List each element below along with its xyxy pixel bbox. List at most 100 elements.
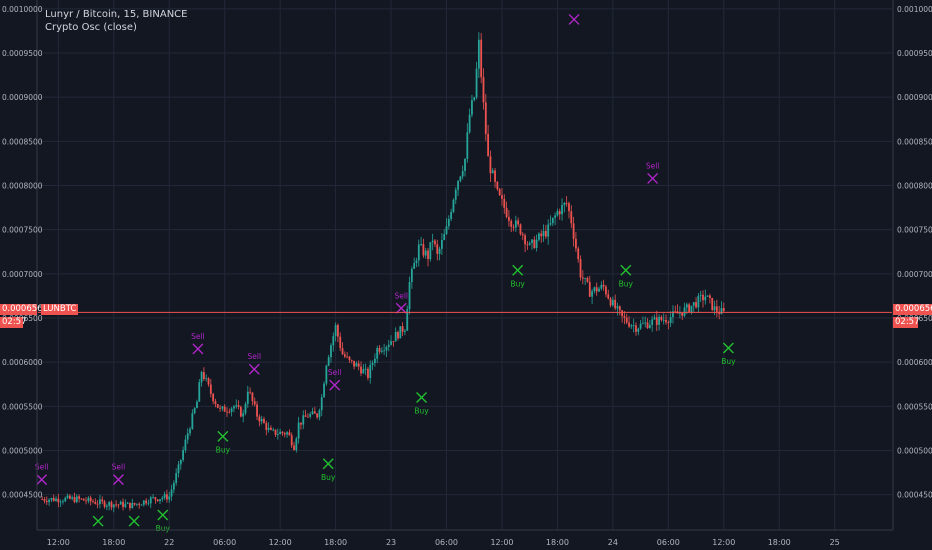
candle-body	[556, 211, 559, 216]
candle-body	[184, 439, 187, 451]
candle-body	[131, 502, 134, 509]
candle-body	[94, 502, 97, 504]
buy-signal-marker: Buy	[414, 392, 429, 416]
candle-body	[577, 248, 580, 260]
candle-body	[258, 416, 261, 422]
candle-body	[334, 325, 337, 337]
candle-body	[360, 366, 362, 374]
price-label-right: 0.0005000	[897, 447, 932, 456]
candle-body	[124, 503, 127, 508]
candle-body	[464, 158, 466, 171]
price-label-right: 0.0010000	[897, 5, 932, 14]
candle-body	[651, 319, 654, 325]
candle-body	[415, 260, 418, 264]
sell-signal-marker: Sell	[394, 291, 408, 314]
candle-body	[510, 220, 513, 227]
candle-body	[609, 298, 612, 306]
candle-body	[129, 502, 131, 509]
candle-body	[715, 306, 718, 312]
candle-body	[524, 235, 526, 245]
sell-signal-label: Sell	[394, 291, 408, 300]
buy-signal-label: Buy	[511, 279, 526, 288]
candle-body	[115, 504, 117, 506]
time-label: 24	[608, 538, 618, 547]
candle-body	[59, 501, 62, 503]
candle-body	[117, 504, 120, 506]
time-label: 18:00	[546, 538, 569, 547]
sell-signal-marker: Sell	[328, 368, 342, 391]
sell-signal-marker: Sell	[35, 463, 48, 486]
candle-body	[281, 431, 284, 434]
candle-body	[475, 68, 478, 98]
candle-body	[429, 242, 432, 260]
candle-body	[586, 277, 589, 282]
sell-signal-marker: Sell	[191, 332, 205, 355]
candle-body	[521, 234, 524, 236]
sell-signal-label: Sell	[328, 368, 342, 377]
candle-body	[373, 358, 376, 363]
candle-body	[600, 284, 603, 289]
candle-body	[385, 346, 388, 351]
candle-body	[607, 294, 610, 299]
candle-body	[265, 423, 268, 430]
candle-body	[711, 297, 714, 311]
candle-body	[579, 259, 582, 278]
price-axis-left[interactable]: 0.0010000 0.0009500 0.0009000 0.0008500 0.00…	[2, 5, 43, 500]
candle-body	[175, 473, 178, 483]
candle-body	[424, 250, 427, 256]
candle-body	[133, 502, 136, 505]
candle-body	[528, 242, 531, 245]
candle-body	[531, 239, 533, 243]
buy-signal-label: Buy	[216, 445, 231, 454]
candle-body	[611, 299, 614, 306]
candle-body	[339, 336, 342, 349]
candle-body	[461, 170, 464, 177]
price-label-left: 0.0008500	[2, 137, 43, 146]
candle-body	[230, 408, 233, 412]
candle-body	[203, 372, 205, 380]
candle-body	[313, 411, 316, 414]
candle-body	[302, 415, 305, 425]
price-tag-right: 0.0006564	[893, 304, 932, 315]
candle-body	[443, 234, 446, 240]
candle-body	[431, 240, 434, 243]
candle-body	[392, 341, 395, 342]
time-label: 12:00	[712, 538, 735, 547]
candle-body	[692, 302, 695, 306]
candle-body	[323, 383, 325, 398]
candle-body	[316, 413, 319, 418]
candle-body	[468, 114, 471, 133]
candle-body	[706, 295, 709, 297]
candle-body	[494, 170, 496, 182]
candle-body	[138, 503, 141, 505]
time-axis[interactable]: 12:00 18:00 22 06:00 12:00 18:00 23 06:00 12:00 1…	[47, 538, 840, 547]
price-label-left: 0.0005000	[2, 447, 43, 456]
candle-body	[82, 498, 85, 501]
candle-body	[491, 170, 494, 174]
sell-signal-marker: Sell	[247, 352, 261, 375]
candle-body	[309, 414, 312, 417]
candle-body	[214, 401, 217, 405]
candle-body	[667, 322, 670, 324]
candle-body	[709, 295, 711, 298]
candle-body	[163, 494, 166, 498]
price-label-right: 0.0007500	[897, 226, 932, 235]
candle-body	[253, 401, 256, 405]
candle-body	[568, 203, 570, 212]
countdown-tag-right: 02:57	[893, 317, 920, 328]
candle-body	[514, 220, 517, 228]
sell-signal-marker: Sell	[112, 463, 125, 486]
candle-body	[482, 77, 485, 103]
candle-body	[549, 223, 552, 225]
candle-body	[205, 378, 208, 380]
countdown-tag-left: 02:57	[0, 317, 27, 328]
candle-body	[64, 497, 67, 502]
candle-body	[581, 277, 584, 279]
candle-body	[177, 464, 180, 474]
candle-body	[186, 433, 189, 440]
candle-body	[189, 428, 191, 434]
candle-body	[355, 363, 358, 367]
candle-body	[410, 268, 413, 282]
price-label-right: 0.0007000	[897, 270, 932, 279]
